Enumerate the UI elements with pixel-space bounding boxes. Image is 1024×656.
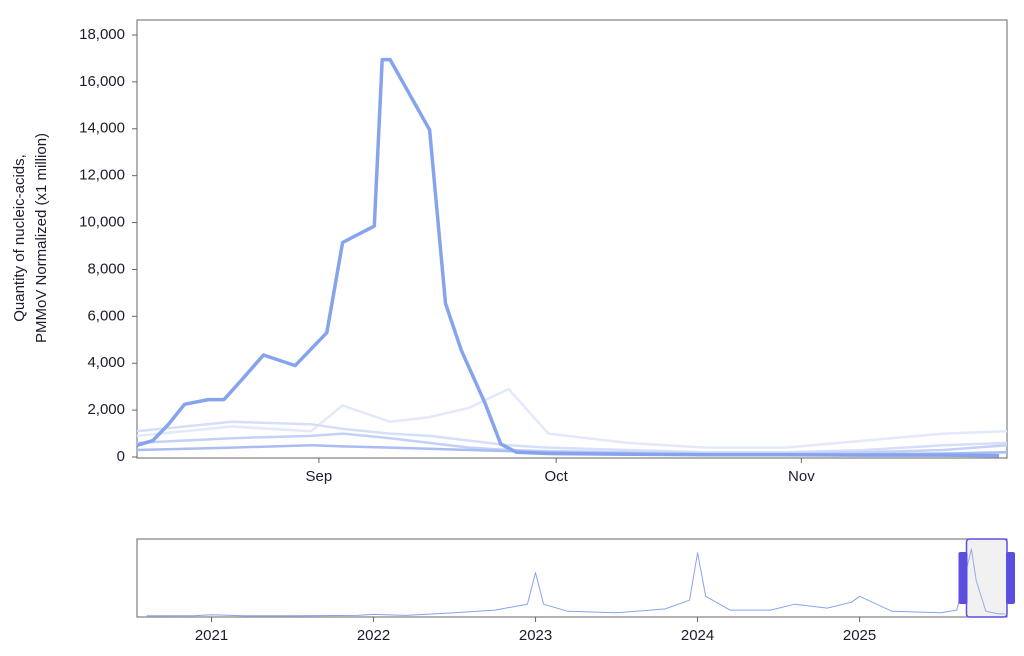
- x-tick-label: 2022: [357, 627, 390, 644]
- y-axis-label: PMMoV Normalized (x1 million): [33, 133, 50, 343]
- x-tick-label: 2021: [195, 627, 228, 644]
- y-tick-label: 14,000: [79, 120, 125, 137]
- data-line: [136, 420, 1008, 454]
- data-line: [136, 57, 1000, 458]
- y-tick-label: 16,000: [79, 73, 125, 90]
- y-axis-label: Quantity of nucleic-acids,: [11, 154, 28, 322]
- y-tick-label: 18,000: [79, 26, 125, 43]
- x-tick-label: Sep: [306, 468, 333, 485]
- data-line: [146, 548, 1006, 617]
- y-tick-label: 4,000: [87, 354, 125, 371]
- x-tick-label: Oct: [545, 468, 569, 485]
- y-tick-label: 12,000: [79, 167, 125, 184]
- y-tick-label: 8,000: [87, 260, 125, 277]
- y-tick-label: 2,000: [87, 401, 125, 418]
- plot-frame: [136, 19, 1008, 459]
- x-tick-label: 2024: [681, 627, 714, 644]
- y-tick-label: 0: [117, 448, 125, 465]
- y-tick-label: 6,000: [87, 307, 125, 324]
- brush-handle[interactable]: [958, 552, 968, 604]
- brush-handle[interactable]: [1006, 552, 1015, 604]
- brush-selection[interactable]: [965, 538, 1008, 618]
- y-tick-label: 10,000: [79, 214, 125, 231]
- x-tick-label: 2023: [519, 627, 552, 644]
- x-tick-label: 2025: [843, 627, 876, 644]
- x-tick-label: Nov: [788, 468, 815, 485]
- plot-frame: [136, 538, 1008, 618]
- data-line: [136, 387, 1008, 449]
